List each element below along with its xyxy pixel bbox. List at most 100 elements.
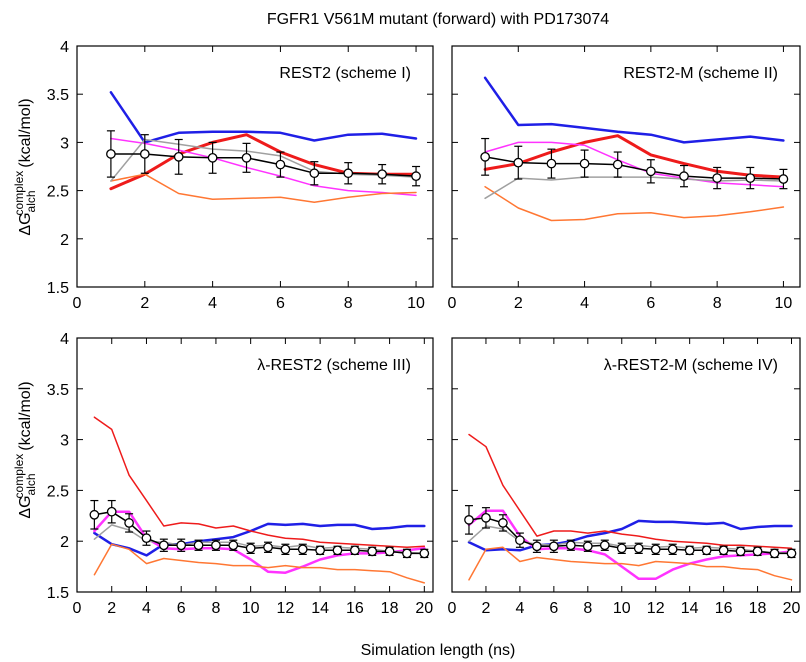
y-tick-label: 4 [60,331,69,348]
y-tick-label: 4 [60,39,69,56]
data-point [245,543,256,554]
data-point [599,540,610,551]
panel-title: REST2 (scheme I) [279,65,411,82]
data-point [193,540,204,551]
panel-title: λ-REST2-M (scheme IV) [604,357,778,374]
y-axis-label-top: ΔGalchcomplex (kcal/mol) [12,98,38,235]
data-point [646,166,656,177]
data-point [158,540,169,551]
x-tick-label: 8 [211,600,220,617]
series-line-orange [484,185,785,222]
data-point [582,541,593,552]
panels: 0 2 4 6 8 10 1.5 2 2.5 3 3.5 4 REST2 (scheme I) 0 2 4 6 8… [47,39,801,617]
series-line-black [484,156,785,180]
data-point [650,544,661,555]
y-tick-label: 2 [60,232,69,249]
y-tick-label: 3.5 [47,382,69,399]
data-point [718,545,729,556]
data-point [498,518,508,528]
x-tick-label: 4 [580,295,589,312]
data-point [332,545,343,556]
x-tick-label: 20 [415,600,433,617]
x-tick-label: 8 [713,295,722,312]
series-line-magenta [484,141,785,188]
x-tick-label: 0 [73,295,82,312]
plot-frame [76,45,434,288]
y-tick-label: 1.5 [47,585,69,602]
data-point [419,548,430,559]
data-point [124,518,134,528]
x-tick-label: 0 [448,295,457,312]
y-label-sub: alch [24,473,38,495]
series-line-red [468,433,793,550]
x-tick-label: 16 [346,600,364,617]
y-tick-label: 2.5 [47,184,69,201]
x-tick-label: 4 [208,295,217,312]
data-point [367,546,378,557]
x-tick-label: 18 [749,600,767,617]
x-tick-label: 12 [647,600,665,617]
data-point [173,152,184,162]
data-point [481,512,491,523]
x-tick-label: 4 [142,600,151,617]
data-point [546,158,557,169]
data-point [701,545,712,556]
data-point [106,149,116,159]
data-point [402,548,412,559]
data-point [228,540,239,551]
series-line-orange [93,543,426,584]
x-tick-label: 2 [481,600,490,617]
data-point [769,548,780,559]
x-tick-label: 4 [515,600,524,617]
chart-panel-4: 0 2 4 6 8 10 12 14 16 18 20 λ-REST2-M (scheme IV) [448,337,801,617]
x-tick-label: 14 [311,600,329,617]
chart-panel-1: 0 2 4 6 8 10 1.5 2 2.5 3 3.5 4 REST2 (scheme I) [47,39,434,312]
series-line-blue [467,519,793,552]
panel-title-bg [599,356,782,375]
chart-panel-2: 0 2 4 6 8 10 REST2-M (scheme II) [448,45,801,312]
x-tick-label: 6 [177,600,186,617]
data-point [350,545,360,556]
series-line-gray [484,176,785,200]
data-point [176,540,187,551]
panel-title: λ-REST2 (scheme III) [257,357,411,374]
data-point [275,159,286,170]
x-tick-label: 8 [344,295,353,312]
y-label-sub: alch [24,190,38,212]
panel-title-bg [619,64,782,83]
y-tick-label: 1.5 [47,280,69,297]
data-point [786,548,797,559]
x-tick-label: 2 [107,600,116,617]
data-point [667,544,678,555]
data-point [712,173,722,183]
series-line-red [93,416,426,549]
y-label-sup: complex [12,171,26,216]
data-point [549,541,559,552]
x-tick-label: 6 [549,600,558,617]
data-point [241,152,252,163]
data-point [139,149,150,159]
x-axis-label: Simulation length (ns) [361,642,516,659]
y-label-unit: (kcal/mol) [17,381,34,450]
y-tick-label: 2 [60,534,69,551]
series-line-magenta [110,137,417,197]
data-point [735,546,746,557]
x-tick-label: 14 [681,600,699,617]
data-point [532,541,542,552]
x-tick-label: 10 [775,295,793,312]
data-point [684,545,695,556]
data-point [377,169,387,180]
y-tick-label: 3.5 [47,87,69,104]
figure-title: FGFR1 V561M mutant (forward) with PD1730… [267,11,609,28]
series-line-orange [468,546,793,581]
data-point [384,546,395,557]
series-line-red [483,134,785,179]
data-point [211,540,221,551]
x-tick-label: 6 [646,295,655,312]
series-line-blue [93,522,426,557]
data-point [633,543,644,554]
y-label-delta-g: ΔG [17,495,34,518]
data-point [315,545,325,556]
x-tick-label: 2 [140,295,149,312]
